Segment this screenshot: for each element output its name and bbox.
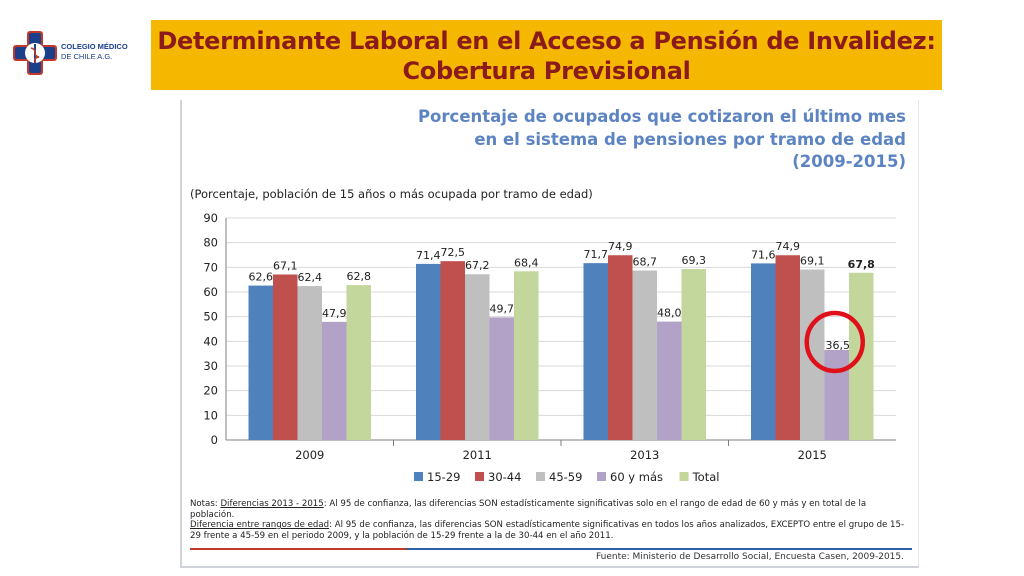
data-label: 69,3	[682, 254, 707, 267]
bar-60-y-más-2013	[657, 321, 682, 440]
data-label: 71,6	[751, 248, 776, 261]
legend-label: Total	[692, 470, 720, 484]
y-tick-label: 0	[211, 433, 218, 447]
data-label: 49,7	[490, 302, 515, 315]
legend-label: 45-59	[549, 470, 582, 484]
title-banner: Determinante Laboral en el Acceso a Pens…	[151, 20, 942, 90]
bar-45-59-2013	[632, 270, 657, 440]
y-tick-label: 50	[203, 310, 218, 324]
chart-subtitle: (Porcentaje, población de 15 años o más …	[190, 187, 593, 201]
legend-label: 30-44	[488, 470, 521, 484]
data-label: 67,8	[848, 258, 875, 271]
bar-Total-2011	[514, 271, 539, 440]
bar-Total-2009	[346, 285, 371, 440]
chart-panel: Porcentaje de ocupados que cotizaron el …	[180, 100, 919, 568]
note-1-title: Diferencias 2013 - 2015	[220, 499, 324, 509]
note-2-title: Diferencia entre rangos de edad	[190, 520, 330, 530]
bar-60-y-más-2011	[489, 317, 514, 440]
bar-60-y-más-2009	[322, 321, 347, 440]
bar-45-59-2009	[297, 286, 322, 440]
data-label: 74,9	[776, 240, 801, 253]
note-2-text: : Al 95 de confianza, las diferencias SO…	[190, 520, 905, 541]
data-label: 62,6	[249, 271, 274, 284]
bar-15-29-2015	[751, 263, 776, 440]
y-tick-label: 60	[203, 285, 218, 299]
logo-text: COLEGIO MÉDICO DE CHILE A.G.	[61, 42, 128, 62]
bar-45-59-2015	[800, 269, 825, 440]
data-label: 67,2	[465, 259, 490, 272]
chart-source: Fuente: Ministerio de Desarrollo Social,…	[595, 552, 904, 562]
chart-title-line-1: Porcentaje de ocupados que cotizaron el …	[417, 107, 906, 126]
y-tick-label: 80	[203, 236, 218, 250]
bar-15-29-2009	[248, 285, 273, 440]
data-label: 72,5	[441, 246, 466, 259]
colegio-medico-logo: COLEGIO MÉDICO DE CHILE A.G.	[12, 28, 147, 80]
legend-swatch	[597, 472, 606, 481]
bar-30-44-2015	[775, 255, 800, 440]
bar-60-y-más-2015	[824, 349, 849, 440]
y-tick-label: 10	[203, 408, 218, 422]
source-divider	[190, 548, 912, 550]
chart-notes: Notas: Diferencias 2013 - 2015: Al 95 de…	[190, 499, 912, 541]
data-label: 62,8	[347, 270, 372, 283]
chart-title-line-2: en el sistema de pensiones por tramo de …	[474, 129, 906, 149]
bar-30-44-2009	[273, 274, 298, 440]
legend-swatch	[475, 472, 484, 481]
x-tick-label: 2015	[798, 448, 827, 462]
note-1: Notas: Diferencias 2013 - 2015: Al 95 de…	[190, 499, 912, 520]
logo-line-2: DE CHILE A.G.	[61, 52, 113, 61]
x-tick-label: 2013	[630, 448, 659, 462]
y-tick-label: 90	[203, 211, 218, 225]
note-2: Diferencia entre rangos de edad: Al 95 d…	[190, 520, 912, 541]
data-label: 74,9	[608, 240, 633, 253]
legend-label: 15-29	[427, 470, 460, 484]
data-label: 67,1	[273, 259, 298, 272]
data-label: 69,1	[800, 255, 825, 268]
legend-swatch	[536, 472, 545, 481]
chart-title: Porcentaje de ocupados que cotizaron el …	[418, 106, 906, 174]
highlight-circle	[804, 310, 865, 374]
y-tick-label: 70	[203, 260, 218, 274]
bar-Total-2013	[681, 269, 706, 440]
slide-title: Determinante Laboral en el Acceso a Pens…	[157, 27, 936, 85]
data-label: 68,7	[633, 256, 658, 269]
y-tick-label: 40	[203, 334, 218, 348]
legend-swatch	[414, 472, 423, 481]
note-1-text: : Al 95 de confianza, las diferencias SO…	[190, 499, 867, 520]
data-label: 62,4	[298, 271, 323, 284]
x-tick-label: 2011	[463, 448, 492, 462]
y-tick-label: 20	[203, 384, 218, 398]
x-tick-label: 2009	[295, 448, 324, 462]
data-label: 71,7	[584, 248, 609, 261]
note-1-prefix: Notas:	[190, 499, 221, 509]
bar-30-44-2011	[440, 261, 465, 440]
bar-15-29-2013	[583, 263, 608, 440]
bar-30-44-2013	[608, 255, 633, 440]
logo-line-1: COLEGIO MÉDICO	[61, 42, 128, 51]
legend-label: 60 y más	[610, 470, 663, 484]
bar-45-59-2011	[465, 274, 490, 440]
medical-cross-icon	[13, 31, 57, 75]
data-label: 47,9	[322, 307, 347, 320]
chart-title-line-3: (2009-2015)	[792, 152, 906, 171]
y-tick-label: 30	[203, 359, 218, 373]
data-label: 68,4	[514, 256, 539, 269]
bar-chart: 0 10 20 30 40 50 60 70 80 90 2009 62,667,162,4 47,9 6…	[203, 211, 896, 484]
data-label: 71,4	[416, 249, 441, 262]
data-label: 48,0	[657, 307, 682, 320]
bar-15-29-2011	[416, 263, 441, 440]
legend-swatch	[679, 472, 689, 481]
data-label: 36,5	[826, 339, 851, 352]
